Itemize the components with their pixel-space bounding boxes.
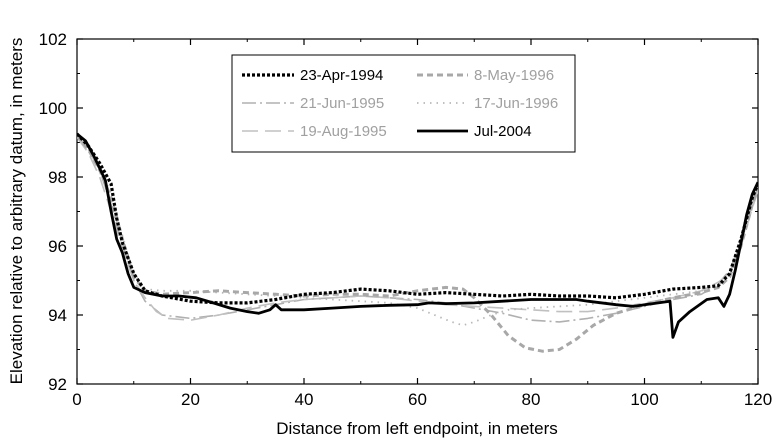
x-tick-label: 20 xyxy=(181,390,200,409)
x-tick-label: 100 xyxy=(630,390,658,409)
legend-label: 23-Apr-1994 xyxy=(300,67,383,84)
series-line-23-Apr-1994 xyxy=(77,132,758,305)
series-line-8-May-1996 xyxy=(77,134,758,353)
series-line-21-Jun-1995 xyxy=(77,135,758,323)
y-tick-label: 102 xyxy=(39,30,67,49)
legend-label: 17-Jun-1996 xyxy=(474,95,558,112)
legend-label: Jul-2004 xyxy=(474,123,532,140)
x-tick-label: 40 xyxy=(295,390,314,409)
y-tick-label: 96 xyxy=(48,237,67,256)
series-line-Jul-2004 xyxy=(77,132,758,339)
series-line-19-Aug-1995 xyxy=(77,136,758,321)
x-tick-label: 120 xyxy=(744,390,772,409)
x-tick-label: 60 xyxy=(408,390,427,409)
series-layer xyxy=(77,132,758,353)
y-tick-label: 92 xyxy=(48,375,67,394)
legend-box xyxy=(231,54,576,153)
legend: 23-Apr-1994 8-May-1996 21-Jun-1995 17-Jun-1… xyxy=(231,54,576,153)
tick-labels: 0 20 40 60 80 100 120 92 94 96 98 100 102 xyxy=(39,30,773,409)
x-tick-label: 80 xyxy=(522,390,541,409)
y-tick-label: 98 xyxy=(48,168,67,187)
axis-ticks xyxy=(76,38,759,385)
legend-label: 19-Aug-1995 xyxy=(300,123,387,140)
y-axis-title: Elevation relative to arbitrary datum, i… xyxy=(7,38,26,385)
legend-label: 8-May-1996 xyxy=(474,67,554,84)
legend-label: 21-Jun-1995 xyxy=(300,95,384,112)
y-tick-label: 94 xyxy=(48,306,67,325)
y-tick-label: 100 xyxy=(39,99,67,118)
x-tick-label: 0 xyxy=(72,390,81,409)
x-axis-title: Distance from left endpoint, in meters xyxy=(276,419,558,438)
